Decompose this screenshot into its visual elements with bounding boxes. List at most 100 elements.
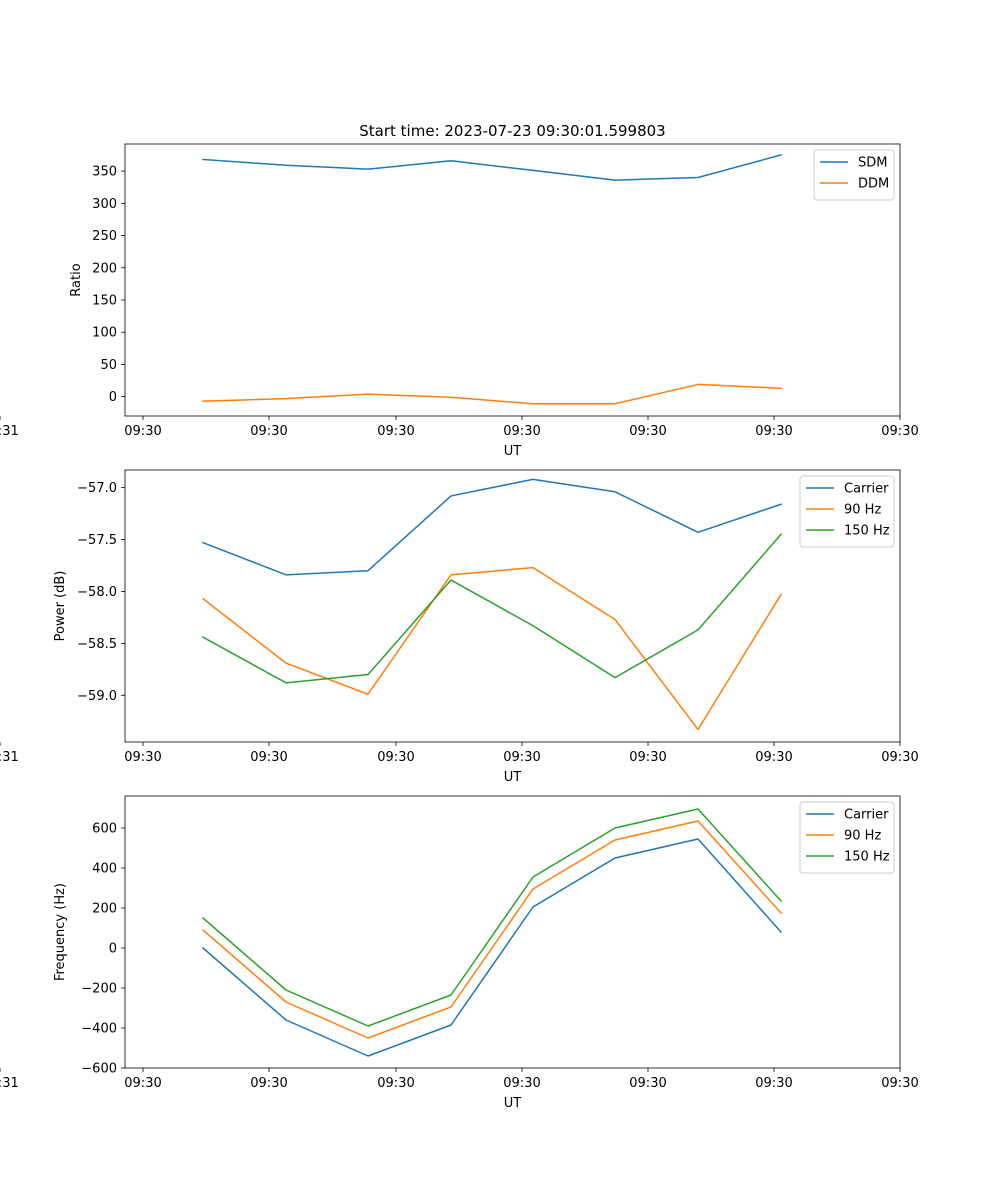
y-tick-label: −59.0 (77, 689, 117, 704)
data-point (697, 820, 700, 823)
y-tick-label: 0 (109, 942, 117, 957)
data-point (532, 888, 535, 891)
x-tick-label: 09:30 (503, 1076, 540, 1091)
x-tick-label: 09:30 (881, 424, 918, 439)
data-point (780, 533, 783, 536)
y-tick-label: −58.5 (77, 637, 117, 652)
y-tick-label: 300 (92, 197, 117, 212)
legend-label: 90 Hz (844, 503, 881, 518)
data-point (202, 597, 205, 600)
x-axis-label: UT (504, 1096, 522, 1111)
x-tick-label: 09:30 (629, 1076, 666, 1091)
data-point (285, 1001, 288, 1004)
x-tick-label: 09:30 (629, 750, 666, 765)
x-tick-label: 09:30 (881, 1076, 918, 1091)
data-point (450, 1024, 453, 1027)
legend-label: 90 Hz (844, 829, 881, 844)
y-axis-label: Power (dB) (53, 571, 68, 642)
x-tick-label: 09:30 (755, 750, 792, 765)
legend-label: 150 Hz (844, 524, 890, 539)
data-point (285, 397, 288, 400)
data-point (614, 402, 617, 405)
series-line-carrier (201, 838, 783, 1057)
chart-panel-2: 09:30 09:30 09:30 09:30 09:30 09:30 09:30 09:31… (0, 469, 919, 785)
y-axis-label: Frequency (Hz) (53, 883, 68, 981)
data-point (450, 159, 453, 162)
axes-frame (124, 795, 901, 1069)
data-point (614, 857, 617, 860)
x-tick-label: 09:30 (881, 750, 918, 765)
x-axis-label: UT (504, 770, 522, 785)
x-axis-label: UT (504, 444, 522, 459)
axes-frame (124, 143, 901, 417)
data-point (450, 396, 453, 399)
x-tick-label: 09:31 (0, 750, 19, 765)
data-point (614, 179, 617, 182)
data-point (614, 827, 617, 830)
chart-panel-3: 09:30 09:30 09:30 09:30 09:30 09:30 09:30 09:31… (0, 795, 919, 1111)
x-tick-label: 09:30 (377, 1076, 414, 1091)
data-point (780, 153, 783, 156)
data-point (367, 1037, 370, 1040)
x-tick-label: 09:30 (377, 750, 414, 765)
data-point (202, 158, 205, 161)
data-point (697, 176, 700, 179)
x-tick-label: 09:30 (124, 1076, 161, 1091)
data-point (780, 593, 783, 596)
data-point (285, 1019, 288, 1022)
data-point (532, 624, 535, 627)
chart-panels: 09:30 09:30 09:30 09:30 09:30 09:30 09:30 09:31… (0, 122, 919, 1111)
series-line-ddm (202, 383, 782, 405)
data-point (285, 164, 288, 167)
data-point (780, 931, 783, 934)
data-point (450, 494, 453, 497)
data-point (697, 808, 700, 811)
data-point (450, 579, 453, 582)
y-axis-label: Ratio (69, 263, 84, 296)
data-point (532, 478, 535, 481)
data-point (614, 618, 617, 621)
x-tick-label: 09:30 (250, 1076, 287, 1091)
y-tick-label: −600 (81, 1062, 117, 1077)
data-point (285, 662, 288, 665)
x-tick-label: 09:30 (755, 424, 792, 439)
legend-label: Carrier (844, 808, 889, 823)
y-tick-label: 200 (92, 261, 117, 276)
axes-frame (124, 469, 901, 743)
series-line-sdm (202, 154, 782, 181)
data-point (697, 838, 700, 841)
data-point (532, 566, 535, 569)
data-point (450, 994, 453, 997)
y-tick-label: 350 (92, 165, 117, 180)
y-tick-label: 150 (92, 293, 117, 308)
y-tick-label: 250 (92, 229, 117, 244)
data-point (780, 503, 783, 506)
data-point (532, 906, 535, 909)
x-tick-label: 09:30 (503, 424, 540, 439)
y-tick-label: 600 (92, 822, 117, 837)
data-point (697, 383, 700, 386)
y-tick-label: −57.0 (77, 481, 117, 496)
data-point (532, 402, 535, 405)
y-tick-label: 200 (92, 902, 117, 917)
data-point (614, 839, 617, 842)
data-point (614, 490, 617, 493)
data-point (285, 681, 288, 684)
series-line-90-hz (201, 566, 783, 731)
data-point (367, 1055, 370, 1058)
data-point (202, 541, 205, 544)
x-tick-label: 09:30 (629, 424, 666, 439)
data-point (285, 989, 288, 992)
data-point (367, 1025, 370, 1028)
data-point (367, 673, 370, 676)
legend: Carrier 90 Hz 150 Hz (799, 475, 895, 548)
legend-label: DDM (858, 177, 889, 192)
x-tick-label: 09:30 (755, 1076, 792, 1091)
data-point (614, 676, 617, 679)
y-tick-label: −57.5 (77, 533, 117, 548)
x-tick-label: 09:31 (0, 1076, 19, 1091)
x-tick-label: 09:30 (250, 424, 287, 439)
legend-label: 150 Hz (844, 850, 890, 865)
chart-title: Start time: 2023-07-23 09:30:01.599803 (359, 122, 665, 140)
